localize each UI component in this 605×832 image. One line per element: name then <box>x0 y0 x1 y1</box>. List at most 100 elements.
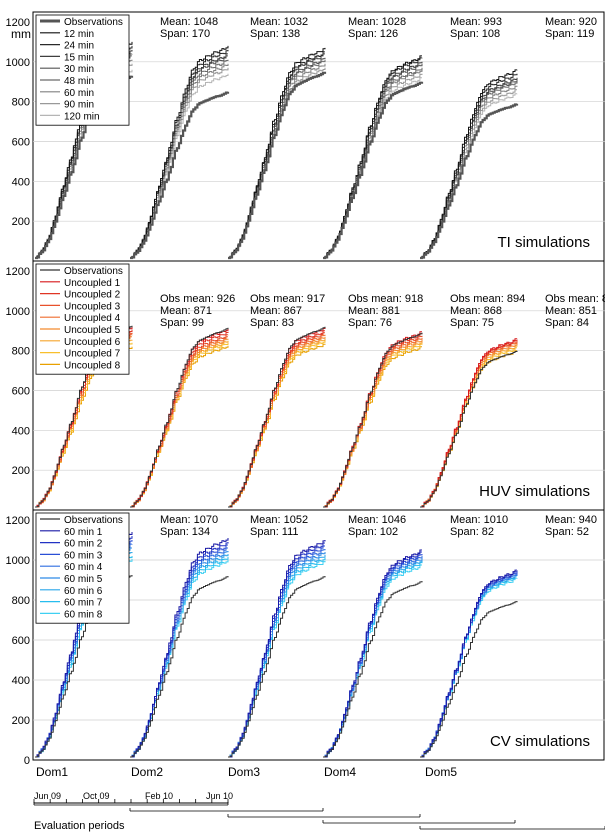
legend-entry: 15 min <box>64 52 94 63</box>
series-line-1 <box>228 540 326 758</box>
legend-entry: Uncoupled 4 <box>64 313 121 324</box>
series-line-4 <box>420 573 518 758</box>
series-line-1 <box>228 327 326 508</box>
legend-entry: 60 min 8 <box>64 609 103 620</box>
panel-frame <box>32 509 605 761</box>
series-line-3 <box>420 77 518 259</box>
dom-label: Dom1 <box>36 765 68 779</box>
annotation-line: Mean: 871 <box>160 305 212 317</box>
annotation-line: Mean: 940 <box>545 514 597 526</box>
series-line-8 <box>323 564 422 758</box>
panel-label: HUV simulations <box>479 483 590 500</box>
series-line-1 <box>130 45 229 259</box>
legend-entry: Uncoupled 1 <box>64 278 121 289</box>
annotation-line: Mean: 867 <box>250 305 302 317</box>
y-tick-label: 600 <box>12 386 30 398</box>
observations-line <box>130 327 229 508</box>
annotation-line: Mean: 920 <box>545 16 597 28</box>
dom-label: Dom4 <box>324 765 356 779</box>
series-line-7 <box>228 67 326 259</box>
y-unit-label: mm <box>11 27 31 41</box>
legend-entry: 60 min <box>64 88 94 99</box>
series-line-6 <box>228 555 326 758</box>
series-line-2 <box>228 542 325 758</box>
y-tick-label: 800 <box>12 97 30 109</box>
series-line-7 <box>323 343 423 508</box>
series-line-6 <box>323 69 423 259</box>
series-line-2 <box>323 333 423 508</box>
annotation-line: Mean: 881 <box>348 305 400 317</box>
series-line-8 <box>130 560 229 758</box>
series-line-5 <box>130 59 229 259</box>
legend-entry: 24 min <box>64 41 94 52</box>
legend-entry: 12 min <box>64 29 94 40</box>
dom-label: Dom3 <box>228 765 260 779</box>
y-tick-label: 1000 <box>6 555 30 567</box>
annotation-line: Mean: 1032 <box>250 16 308 28</box>
series-line-1 <box>323 331 422 508</box>
observations-line <box>323 332 423 508</box>
legend-entry: 60 min 4 <box>64 562 103 573</box>
series-line-8 <box>420 577 518 758</box>
annotation-line: Span: 138 <box>250 28 300 40</box>
series-line-7 <box>323 562 423 758</box>
y-tick-label: 800 <box>12 595 30 607</box>
y-tick-label: 400 <box>12 675 30 687</box>
annotation-line: Span: 111 <box>250 526 299 538</box>
series-line-6 <box>130 554 229 758</box>
annotation-line: Obs mean: 917 <box>250 293 325 305</box>
series-line-1 <box>420 338 518 508</box>
legend-entry: Uncoupled 6 <box>64 337 121 348</box>
y-tick-label: 1200 <box>6 515 30 527</box>
annotation-line: Obs mean: 894 <box>450 293 525 305</box>
annotation-line: Mean: 1046 <box>348 514 406 526</box>
series-line-5 <box>420 574 518 758</box>
y-tick-label: 1200 <box>6 266 30 278</box>
series-line-7 <box>130 342 229 508</box>
series-line-4 <box>323 337 423 508</box>
observations-line <box>323 81 424 260</box>
panel-label: TI simulations <box>497 234 590 251</box>
y-tick-label: 400 <box>12 425 30 437</box>
series-line-4 <box>323 556 423 758</box>
annotation-line: Span: 99 <box>160 317 204 329</box>
timeline-tick-label: Jun 09 <box>34 791 61 801</box>
annotation-line: Mean: 1052 <box>250 514 308 526</box>
series-line-8 <box>228 71 326 259</box>
series-line-3 <box>130 544 228 758</box>
annotation-line: Span: 119 <box>545 28 594 40</box>
timeline-tick-label: Oct 09 <box>83 791 110 801</box>
observations-line <box>323 581 423 758</box>
legend-entry: Observations <box>64 266 123 277</box>
legend-entry: 60 min 3 <box>64 550 103 561</box>
annotation-line: Span: 134 <box>160 526 210 538</box>
legend-entry: Uncoupled 5 <box>64 325 121 336</box>
annotation-line: Span: 84 <box>545 317 589 329</box>
series-line-2 <box>130 542 229 758</box>
series-line-6 <box>228 338 326 508</box>
observations-line <box>130 576 229 758</box>
series-line-1 <box>130 328 229 508</box>
observations-line <box>420 601 518 758</box>
series-line-8 <box>228 561 326 758</box>
legend-entry: 48 min <box>64 76 94 87</box>
annotation-line: Mean: 1028 <box>348 16 406 28</box>
legend-entry: 60 min 5 <box>64 574 103 585</box>
series-line-4 <box>228 549 326 758</box>
series-line-6 <box>420 85 518 259</box>
annotation-line: Span: 76 <box>348 317 392 329</box>
legend-entry: 60 min 6 <box>64 586 103 597</box>
series-line-1 <box>130 538 229 758</box>
